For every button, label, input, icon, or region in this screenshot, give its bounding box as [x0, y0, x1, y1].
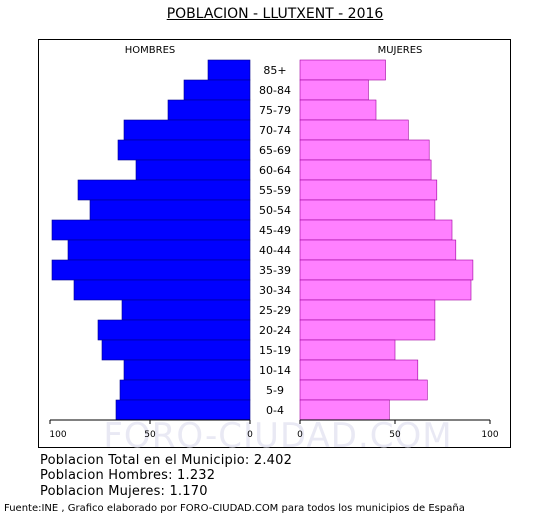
age-label-60-64: 60-64: [259, 164, 291, 177]
bar-mujeres-70-74: [299, 119, 409, 141]
watermark-text: FORO-CIUDAD.COM: [103, 416, 452, 456]
bar-hombres-30-34: [73, 279, 251, 301]
age-label-40-44: 40-44: [259, 244, 291, 257]
chart-title: POBLACION - LLUTXENT - 2016: [166, 6, 384, 22]
bar-mujeres-45-49: [299, 219, 453, 241]
tick-label-mujeres-50: 50: [389, 430, 401, 440]
bar-hombres-10-14: [123, 359, 251, 381]
age-label-75-79: 75-79: [259, 104, 291, 117]
men-population-text: Poblacion Hombres: 1.232: [40, 468, 216, 483]
age-label-70-74: 70-74: [259, 124, 291, 137]
bar-mujeres-55-59: [299, 179, 438, 201]
bar-mujeres-80-84: [299, 79, 369, 101]
bar-mujeres-0-4: [299, 399, 390, 421]
age-label-20-24: 20-24: [259, 324, 291, 337]
bar-hombres-0-4: [115, 399, 251, 421]
age-label-45-49: 45-49: [259, 224, 291, 237]
bar-hombres-35-39: [51, 259, 251, 281]
bar-mujeres-40-44: [299, 239, 457, 261]
tick-label-hombres-100: 100: [49, 430, 66, 440]
bar-hombres-60-64: [135, 159, 251, 181]
tick-label-hombres-0: 0: [247, 430, 253, 440]
bar-mujeres-25-29: [299, 299, 436, 321]
age-label-35-39: 35-39: [259, 264, 291, 277]
age-label-30-34: 30-34: [259, 284, 291, 297]
age-label-65-69: 65-69: [259, 144, 291, 157]
bar-hombres-75-79: [167, 99, 251, 121]
bar-mujeres-50-54: [299, 199, 436, 221]
bar-hombres-15-19: [101, 339, 251, 361]
age-label-85+: 85+: [263, 64, 286, 77]
age-label-50-54: 50-54: [259, 204, 291, 217]
bar-mujeres-85+: [299, 59, 386, 81]
bar-hombres-70-74: [123, 119, 251, 141]
age-label-10-14: 10-14: [259, 364, 291, 377]
bar-hombres-80-84: [183, 79, 251, 101]
bar-mujeres-20-24: [299, 319, 436, 341]
age-label-55-59: 55-59: [259, 184, 291, 197]
age-label-0-4: 0-4: [266, 404, 284, 417]
age-label-25-29: 25-29: [259, 304, 291, 317]
bar-hombres-45-49: [51, 219, 251, 241]
bar-hombres-40-44: [67, 239, 251, 261]
bar-mujeres-65-69: [299, 139, 430, 161]
age-label-80-84: 80-84: [259, 84, 291, 97]
bar-mujeres-10-14: [299, 359, 419, 381]
bar-mujeres-5-9: [299, 379, 428, 401]
bar-mujeres-35-39: [299, 259, 474, 281]
bar-mujeres-75-79: [299, 99, 377, 121]
tick-label-hombres-50: 50: [144, 430, 156, 440]
source-note: Fuente:INE , Grafico elaborado por FORO-…: [4, 503, 465, 514]
legend-hombres: HOMBRES: [125, 45, 176, 56]
tick-label-mujeres-100: 100: [481, 430, 498, 440]
age-label-15-19: 15-19: [259, 344, 291, 357]
bar-hombres-55-59: [77, 179, 251, 201]
bar-hombres-65-69: [117, 139, 251, 161]
women-population-text: Poblacion Mujeres: 1.170: [40, 484, 208, 499]
bar-hombres-25-29: [121, 299, 251, 321]
bar-mujeres-30-34: [299, 279, 472, 301]
bar-hombres-5-9: [119, 379, 251, 401]
bar-hombres-20-24: [97, 319, 251, 341]
bar-hombres-85+: [207, 59, 251, 81]
age-label-5-9: 5-9: [266, 384, 284, 397]
legend-mujeres: MUJERES: [378, 45, 423, 56]
bar-hombres-50-54: [89, 199, 251, 221]
tick-label-mujeres-0: 0: [297, 430, 303, 440]
bar-mujeres-15-19: [299, 339, 396, 361]
total-population-text: Poblacion Total en el Municipio: 2.402: [40, 453, 293, 468]
bar-mujeres-60-64: [299, 159, 432, 181]
